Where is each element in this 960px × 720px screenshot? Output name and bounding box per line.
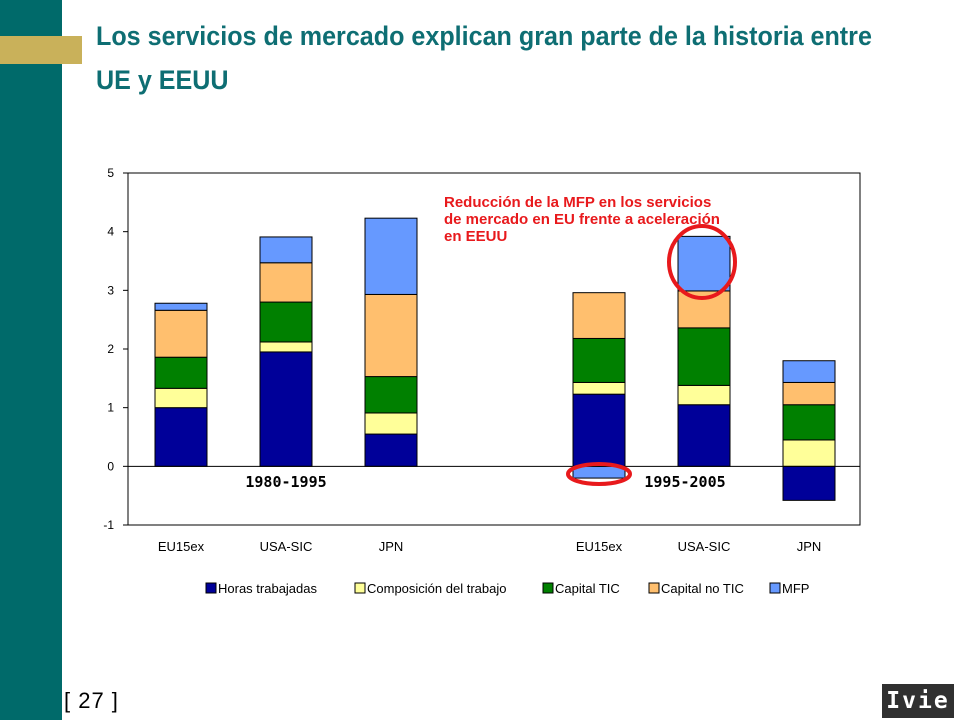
bar-segment-capital-no-tic bbox=[782, 381, 836, 406]
legend-swatch bbox=[648, 582, 660, 594]
highlight-circle-usa-mfp bbox=[667, 224, 737, 300]
bar-segment-composici-n-del-trabajo bbox=[572, 381, 626, 395]
bar-segment-capital-no-tic bbox=[259, 262, 313, 303]
bar-segment-horas-trabajadas bbox=[572, 393, 626, 467]
bar-segment-composici-n-del-trabajo bbox=[364, 412, 418, 435]
legend-swatch bbox=[205, 582, 217, 594]
bar-segment-capital-tic bbox=[677, 327, 731, 386]
x-category-label: USA-SIC bbox=[678, 539, 731, 554]
bar-segment-capital-no-tic bbox=[572, 292, 626, 339]
ivie-logo: Ivie bbox=[882, 684, 954, 718]
bar-segment-composici-n-del-trabajo bbox=[154, 387, 208, 409]
bar-segment-capital-no-tic bbox=[364, 293, 418, 378]
y-tick-label: -1 bbox=[103, 518, 114, 532]
y-tick-label: 0 bbox=[107, 459, 114, 473]
legend-label: Capital no TIC bbox=[661, 581, 744, 596]
period-label: 1980-1995 bbox=[245, 473, 326, 491]
period-label: 1995-2005 bbox=[644, 473, 725, 491]
bar-segment-mfp bbox=[154, 302, 208, 311]
bar-segment-capital-tic bbox=[782, 404, 836, 441]
bar-segment-mfp bbox=[782, 360, 836, 383]
gold-accent-bar bbox=[0, 36, 82, 64]
sidebar-band bbox=[0, 0, 62, 720]
y-tick-label: 4 bbox=[107, 225, 114, 239]
y-tick-label: 1 bbox=[107, 401, 114, 415]
annotation-text: Reducción de la MFP en los servicios bbox=[444, 194, 711, 211]
legend-swatch bbox=[769, 582, 781, 594]
x-category-label: EU15ex bbox=[158, 539, 205, 554]
legend-label: Capital TIC bbox=[555, 581, 620, 596]
bar-segment-mfp bbox=[572, 465, 626, 479]
bar-segment-composici-n-del-trabajo bbox=[782, 439, 836, 467]
y-tick-label: 3 bbox=[107, 283, 114, 297]
bar-segment-capital-tic bbox=[364, 376, 418, 414]
bar-segment-horas-trabajadas bbox=[259, 351, 313, 467]
x-category-label: USA-SIC bbox=[260, 539, 313, 554]
bar-segment-composici-n-del-trabajo bbox=[677, 384, 731, 406]
bar-segment-capital-tic bbox=[572, 337, 626, 383]
legend-label: Horas trabajadas bbox=[218, 581, 317, 596]
bar-segment-composici-n-del-trabajo bbox=[259, 341, 313, 353]
legend-swatch bbox=[354, 582, 366, 594]
x-category-label: EU15ex bbox=[576, 539, 623, 554]
bar-segment-mfp bbox=[677, 235, 731, 292]
legend-label: MFP bbox=[782, 581, 809, 596]
legend-label: Composición del trabajo bbox=[367, 581, 506, 596]
x-category-label: JPN bbox=[379, 539, 404, 554]
slide-title: Los servicios de mercado explican gran p… bbox=[96, 21, 872, 95]
bar-segment-mfp bbox=[259, 236, 313, 264]
bar-segment-mfp bbox=[364, 217, 418, 295]
page-number: [ 27 ] bbox=[64, 688, 119, 713]
bar-segment-capital-tic bbox=[259, 301, 313, 343]
highlight-circle-eu-mfp bbox=[566, 462, 632, 486]
annotation-text: de mercado en EU frente a aceleración bbox=[444, 211, 720, 228]
y-tick-label: 5 bbox=[107, 166, 114, 180]
bar-segment-horas-trabajadas bbox=[782, 465, 836, 501]
bar-segment-horas-trabajadas bbox=[364, 433, 418, 467]
bar-segment-horas-trabajadas bbox=[154, 407, 208, 467]
x-category-label: JPN bbox=[797, 539, 822, 554]
bar-segment-capital-no-tic bbox=[154, 309, 208, 358]
legend-swatch bbox=[542, 582, 554, 594]
bar-segment-horas-trabajadas bbox=[677, 404, 731, 467]
bar-segment-capital-tic bbox=[154, 356, 208, 389]
y-tick-label: 2 bbox=[107, 342, 114, 356]
annotation-text: en EEUU bbox=[444, 228, 507, 245]
